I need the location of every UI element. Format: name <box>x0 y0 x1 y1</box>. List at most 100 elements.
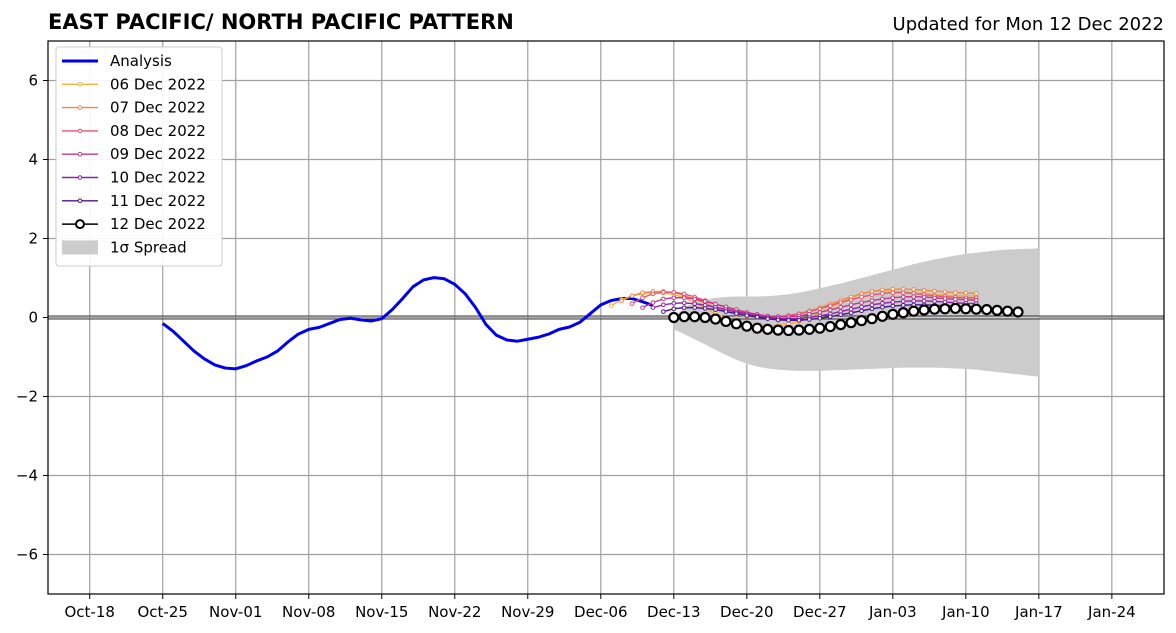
y-tick-label: 6 <box>28 72 38 90</box>
current-forecast-point <box>887 308 899 320</box>
forecast-series <box>640 294 979 320</box>
current-forecast-point <box>1012 306 1024 318</box>
forecast-point <box>661 309 666 314</box>
current-forecast-point <box>803 323 815 335</box>
legend-entry: 12 Dec 2022 <box>62 215 206 233</box>
forecast-point <box>775 317 781 323</box>
current-forecast-point <box>762 323 774 335</box>
legend-label: 12 Dec 2022 <box>110 215 206 233</box>
current-forecast-point <box>772 324 784 336</box>
current-forecast-point <box>866 313 878 325</box>
forecast-point <box>838 304 843 310</box>
legend-marker <box>77 198 83 204</box>
current-forecast-point <box>981 304 993 316</box>
current-forecast-point <box>991 304 1003 316</box>
forecast-point <box>900 299 906 304</box>
forecast-point <box>869 302 875 308</box>
series-layer <box>161 276 1024 371</box>
forecast-point <box>681 305 687 310</box>
current-forecast-point <box>720 315 732 328</box>
legend-marker <box>77 151 83 157</box>
legend-label: 1σ Spread <box>110 238 187 256</box>
forecast-point <box>880 291 885 296</box>
x-tick-label: Nov-01 <box>209 603 262 621</box>
spread-layer <box>673 248 1039 377</box>
forecast-point <box>900 290 906 295</box>
forecast-point <box>681 300 687 306</box>
x-tick-label: Oct-25 <box>138 603 188 621</box>
legend-entry: 11 Dec 2022 <box>62 192 206 210</box>
forecast-point <box>671 300 677 306</box>
forecast-point <box>692 305 697 310</box>
legend: Analysis 06 Dec 2022 07 Dec 2022 08 Dec 202… <box>55 46 223 267</box>
y-tick-label: 2 <box>28 230 38 248</box>
forecast-point <box>817 315 823 321</box>
forecast-point <box>650 300 656 305</box>
forecast-point <box>953 290 958 295</box>
forecast-point <box>608 303 614 308</box>
current-forecast-point <box>908 305 920 317</box>
x-tick-label: Nov-15 <box>355 603 408 621</box>
forecast-point <box>911 294 916 299</box>
legend-marker <box>77 82 83 87</box>
legend-entry: 10 Dec 2022 <box>62 169 206 187</box>
forecast-point <box>681 295 687 301</box>
forecast-point <box>890 290 896 295</box>
forecast-point <box>900 302 906 308</box>
current-forecast-point <box>814 322 826 334</box>
current-forecast-point <box>824 320 836 333</box>
current-forecast-point <box>970 303 982 315</box>
forecast-point <box>859 304 864 310</box>
x-tick-label: Nov-22 <box>428 603 481 621</box>
current-forecast-point <box>939 303 951 315</box>
x-tick-label: Dec-06 <box>574 603 628 621</box>
legend-entry: 1σ Spread <box>62 238 187 256</box>
current-forecast-point <box>699 311 711 324</box>
y-tick-label: −2 <box>16 388 38 406</box>
legend-label: 07 Dec 2022 <box>110 99 206 117</box>
current-forecast-point <box>730 318 742 330</box>
forecast-point <box>661 296 666 302</box>
forecast-point <box>650 305 656 310</box>
forecast-point <box>890 295 896 301</box>
current-forecast-point <box>668 311 680 324</box>
y-tick-label: −6 <box>16 546 38 564</box>
forecast-point <box>671 289 677 295</box>
forecast-point <box>880 304 885 310</box>
forecast-point <box>848 310 854 316</box>
forecast-point <box>661 289 666 295</box>
forecast-point <box>921 287 927 293</box>
y-tick-label: 4 <box>28 151 38 169</box>
legend-marker <box>77 175 83 180</box>
legend-label: 09 Dec 2022 <box>110 145 206 163</box>
legend-label: Analysis <box>110 52 172 70</box>
forecast-point <box>754 314 760 320</box>
forecast-point <box>838 312 843 318</box>
current-forecast-point <box>845 317 857 329</box>
forecast-point <box>890 299 896 305</box>
forecast-point <box>744 313 750 318</box>
forecast-point <box>859 294 864 300</box>
plot-frame <box>47 40 1165 595</box>
current-forecast-point <box>751 322 763 334</box>
legend-marker <box>75 219 85 230</box>
x-tick-label: Jan-10 <box>941 603 990 621</box>
analysis-line <box>161 276 654 371</box>
legend-entry: Analysis <box>62 52 172 70</box>
forecast-point <box>827 303 833 308</box>
current-forecast-series <box>668 302 1024 337</box>
forecast-point <box>859 308 864 314</box>
x-tick-label: Dec-27 <box>793 603 847 621</box>
forecast-point <box>890 303 896 309</box>
forecast-point <box>963 290 969 296</box>
forecast-point <box>702 299 708 304</box>
forecast-point <box>629 293 635 299</box>
chart-title: EAST PACIFIC/ NORTH PACIFIC PATTERN <box>48 10 514 34</box>
legend-marker <box>77 105 83 110</box>
forecast-point <box>921 294 927 300</box>
legend-label: 10 Dec 2022 <box>110 169 206 187</box>
x-tick-label: Oct-18 <box>65 603 115 621</box>
forecast-point <box>692 301 697 306</box>
forecast-point <box>869 306 875 312</box>
